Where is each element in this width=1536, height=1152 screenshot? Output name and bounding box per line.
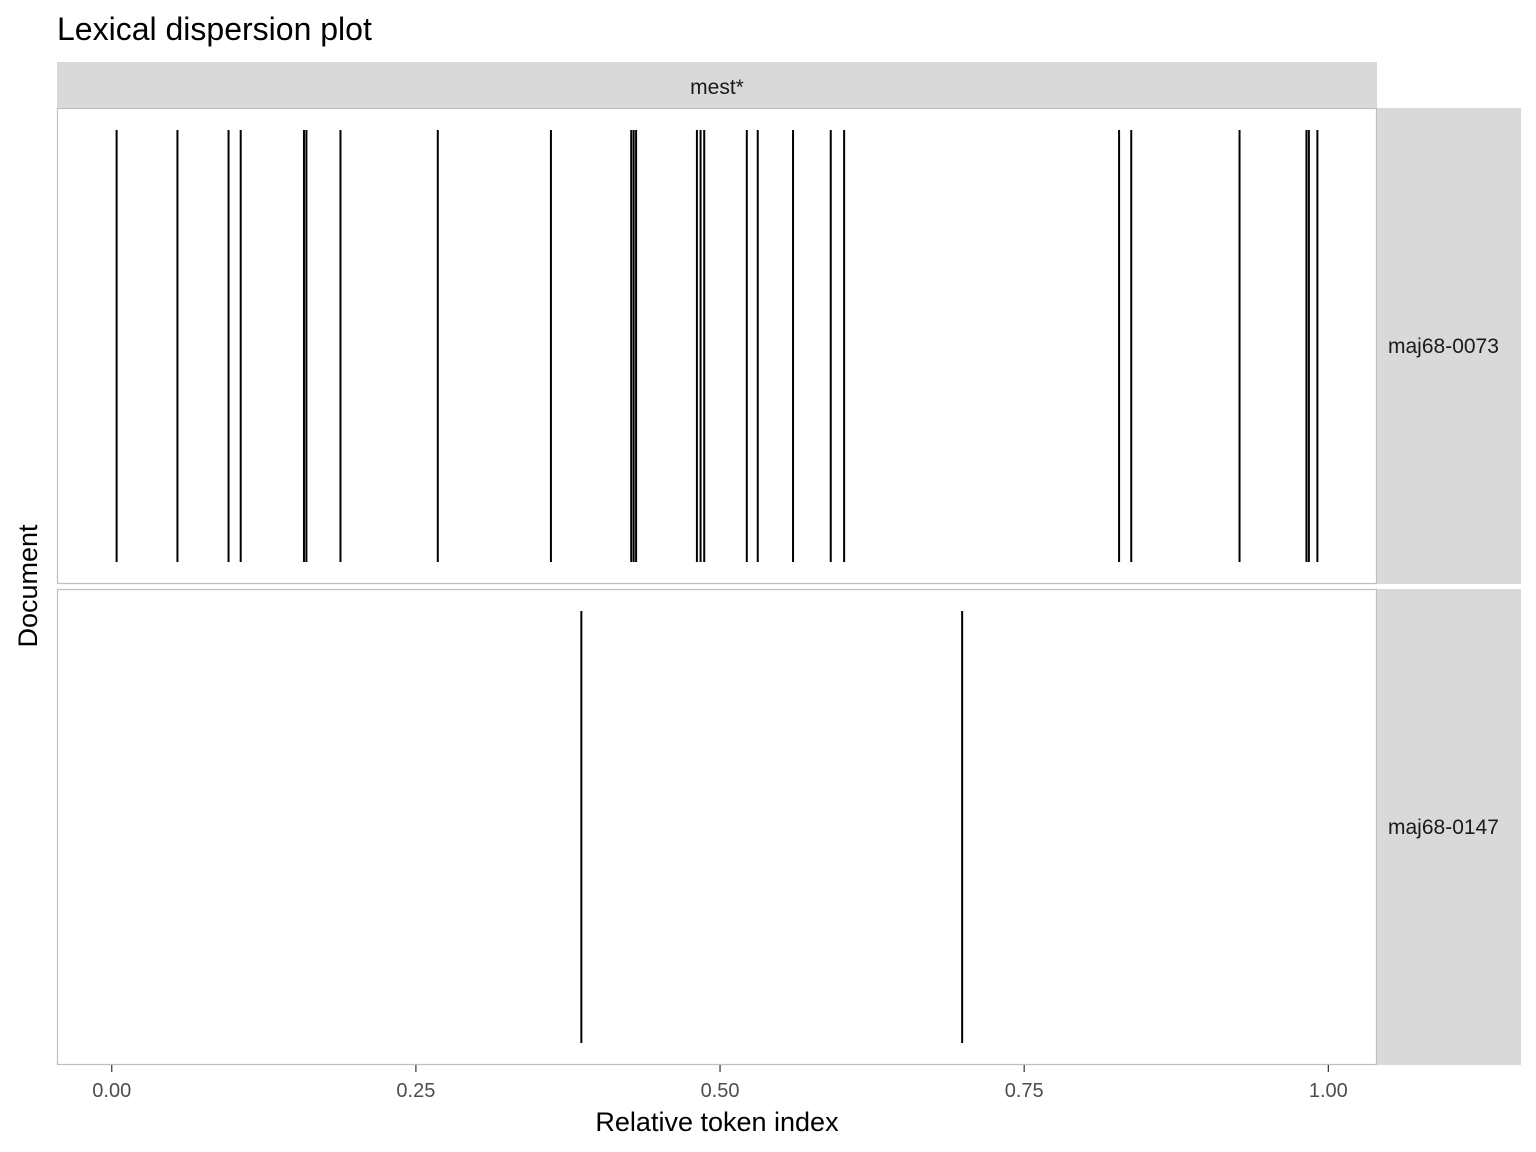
- x-tick-label: 0.50: [701, 1080, 740, 1102]
- x-axis: 0.00 0.25 0.50 0.75 1.00: [92, 1065, 1348, 1102]
- document-label: maj68-0073: [1388, 335, 1499, 358]
- document-label: maj68-0147: [1388, 816, 1499, 839]
- chart-title: Lexical dispersion plot: [57, 11, 372, 47]
- x-tick-label: 0.75: [1005, 1080, 1044, 1102]
- facet-strip-right: [1377, 589, 1521, 1065]
- facet-strip-top: [57, 62, 1377, 108]
- x-tick-label: 1.00: [1309, 1080, 1348, 1102]
- x-axis-title: Relative token index: [595, 1107, 839, 1137]
- panel-background: [56, 107, 1378, 585]
- panels-group: maj68-0073 maj68-0147: [56, 107, 1521, 1066]
- x-tick-label: 0.00: [92, 1080, 131, 1102]
- facet-strip-right: [1377, 108, 1521, 584]
- facet-strip-label: mest*: [690, 76, 744, 99]
- panel-maj68-0147: maj68-0147: [56, 588, 1521, 1066]
- y-axis-title: Document: [13, 524, 43, 648]
- x-tick-label: 0.25: [396, 1080, 435, 1102]
- panel-maj68-0073: maj68-0073: [56, 107, 1521, 585]
- panel-background: [56, 588, 1378, 1066]
